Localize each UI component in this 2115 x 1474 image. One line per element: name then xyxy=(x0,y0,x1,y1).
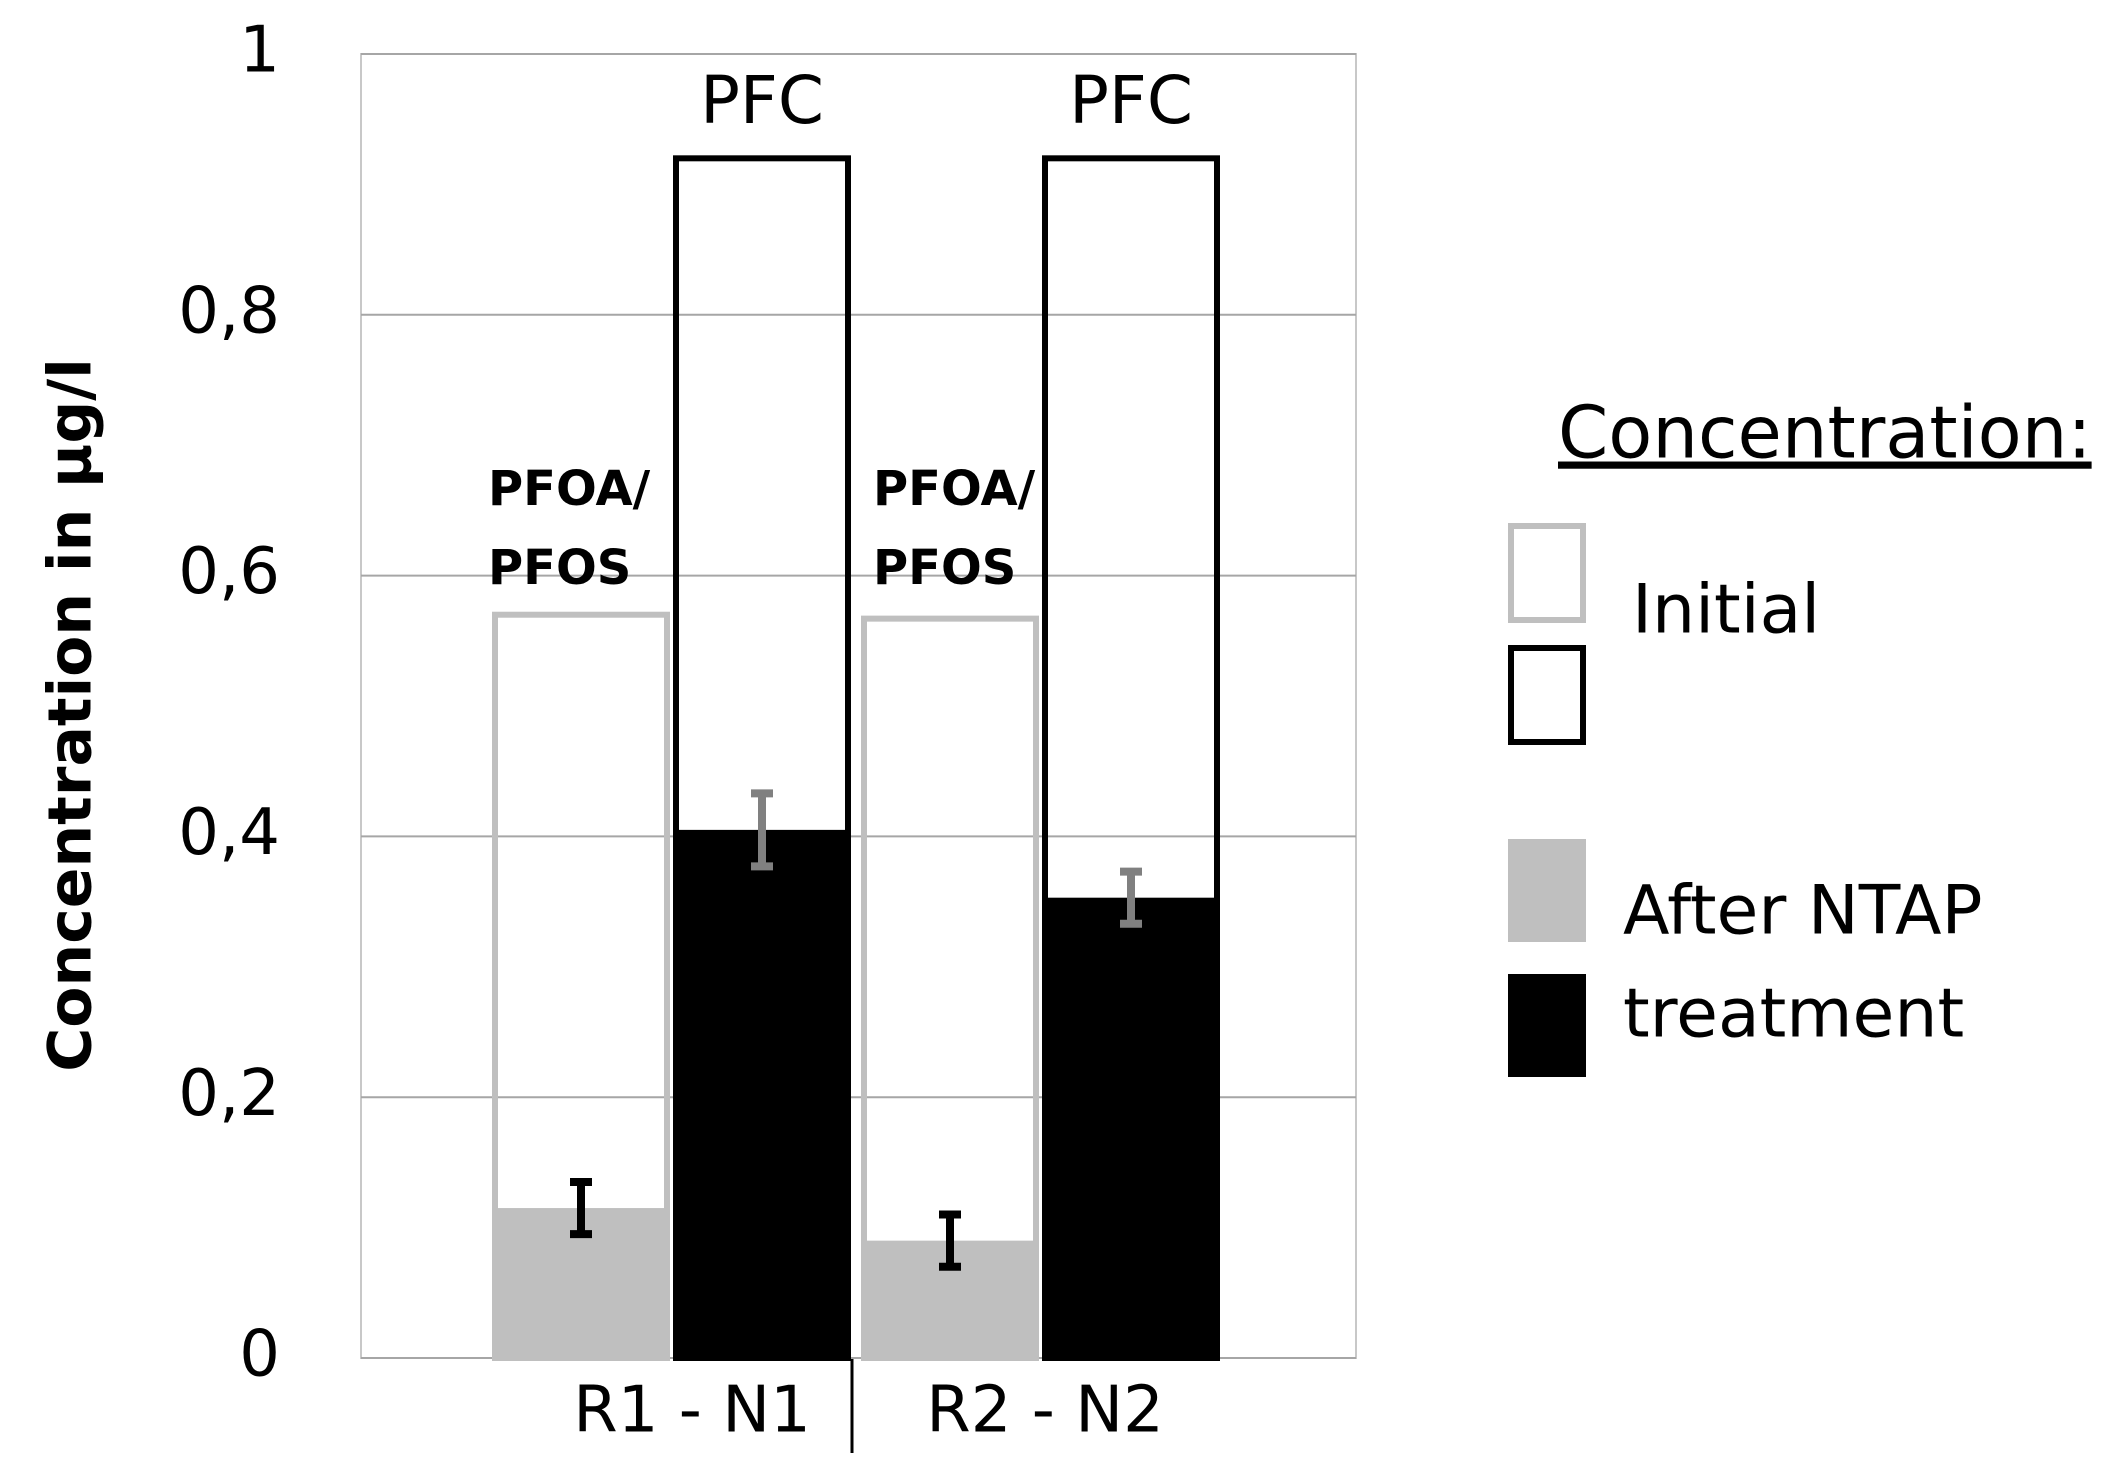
substance-label: PFOS xyxy=(873,540,1016,596)
after-bar xyxy=(673,829,851,1358)
error-bar xyxy=(939,1210,961,1271)
legend-swatch xyxy=(1508,523,1586,623)
error-bar xyxy=(570,1177,592,1239)
y-tick-label: 0,4 xyxy=(178,796,280,870)
y-tick-label: 0 xyxy=(239,1318,280,1392)
y-tick-label: 1 xyxy=(239,14,280,88)
y-tick-label: 0,6 xyxy=(178,535,280,609)
legend-swatch xyxy=(1508,974,1586,1077)
substance-label: PFOA/ xyxy=(488,461,651,517)
x-tick-label: R1 - N1 xyxy=(573,1374,811,1448)
x-tick-label: R2 - N2 xyxy=(926,1374,1164,1448)
substance-label: PFOA/ xyxy=(873,461,1036,517)
y-tick-label: 0,2 xyxy=(178,1057,280,1131)
legend-swatch xyxy=(1508,645,1586,745)
substance-label: PFOS xyxy=(488,540,631,596)
legend-label: After NTAP xyxy=(1623,872,1983,951)
legend-label: treatment xyxy=(1623,975,1964,1054)
y-axis-label: Concentration in µg/l xyxy=(36,358,106,1072)
error-bar xyxy=(751,789,773,871)
substance-label: PFC xyxy=(1069,62,1193,139)
error-bar xyxy=(1120,867,1142,928)
substance-label: PFC xyxy=(700,62,824,139)
legend-title: Concentration: xyxy=(1558,391,2092,475)
legend-swatch xyxy=(1508,839,1586,942)
y-tick-label: 0,8 xyxy=(178,274,280,348)
legend-label: Initial xyxy=(1632,571,1820,650)
after-bar xyxy=(1042,897,1220,1358)
